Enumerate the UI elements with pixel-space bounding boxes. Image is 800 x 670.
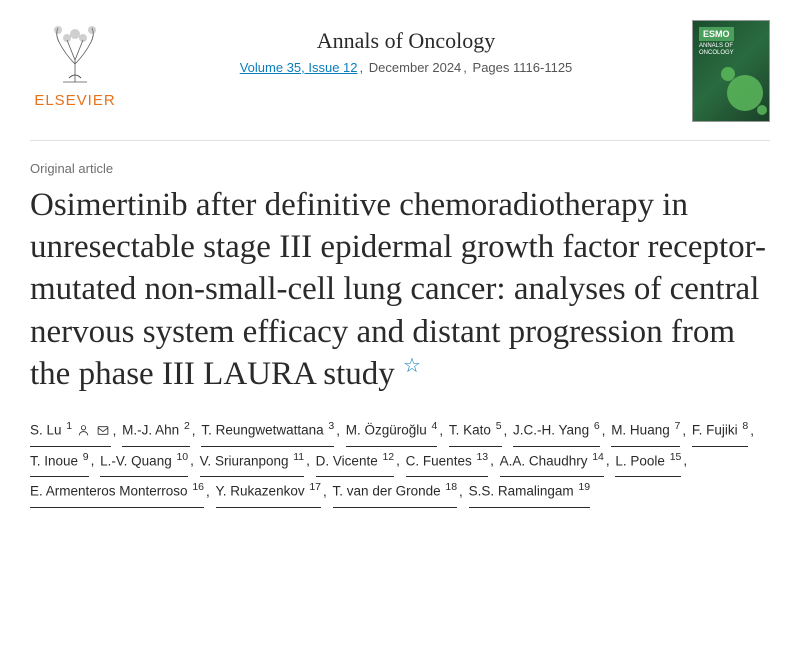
- header-block: ELSEVIER Annals of Oncology Volume 35, I…: [30, 20, 770, 141]
- author-separator: ,: [192, 423, 200, 438]
- publisher-name: ELSEVIER: [34, 92, 115, 109]
- issue-date: December 2024: [369, 60, 462, 75]
- affiliation-ref: 8: [742, 420, 748, 432]
- author-separator: ,: [504, 423, 512, 438]
- affiliation-ref: 5: [496, 420, 502, 432]
- affiliation-ref: 4: [432, 420, 438, 432]
- author-separator: ,: [323, 484, 331, 499]
- cover-title: ANNALS OF ONCOLOGY: [699, 43, 769, 56]
- affiliation-ref: 16: [192, 481, 204, 493]
- volume-line: Volume 35, Issue 12, December 2024, Page…: [120, 60, 692, 75]
- journal-cover[interactable]: ESMO ANNALS OF ONCOLOGY: [692, 20, 770, 122]
- author-link[interactable]: T. Reungwetwattana 3: [201, 417, 334, 446]
- affiliation-ref: 15: [670, 451, 682, 463]
- journal-info: Annals of Oncology Volume 35, Issue 12, …: [120, 20, 692, 75]
- affiliation-ref: 7: [674, 420, 680, 432]
- affiliation-ref: 11: [293, 451, 304, 463]
- footnote-star-icon[interactable]: ☆: [403, 355, 421, 377]
- elsevier-tree-logo: [41, 20, 109, 88]
- author-link[interactable]: Y. Rukazenkov 17: [216, 478, 322, 507]
- author-link[interactable]: A.A. Chaudhry 14: [500, 448, 604, 477]
- volume-issue-link[interactable]: Volume 35, Issue 12: [240, 60, 358, 75]
- mail-icon[interactable]: [96, 424, 110, 437]
- author-separator: ,: [336, 423, 344, 438]
- author-separator: ,: [190, 453, 198, 468]
- author-separator: ,: [683, 453, 687, 468]
- author-link[interactable]: E. Armenteros Monterroso 16: [30, 478, 204, 507]
- article-type: Original article: [30, 161, 770, 176]
- affiliation-ref: 1: [66, 420, 72, 432]
- article-title: Osimertinib after definitive chemoradiot…: [30, 184, 770, 395]
- author-link[interactable]: S.S. Ramalingam 19: [469, 478, 590, 507]
- author-separator: ,: [113, 423, 121, 438]
- author-separator: ,: [439, 423, 447, 438]
- author-separator: ,: [750, 423, 754, 438]
- cover-virus-icon: [727, 75, 763, 111]
- affiliation-ref: 17: [309, 481, 321, 493]
- author-link[interactable]: S. Lu 1: [30, 417, 111, 446]
- title-text: Osimertinib after definitive chemoradiot…: [30, 187, 766, 392]
- author-link[interactable]: V. Sriuranpong 11: [200, 448, 304, 477]
- author-link[interactable]: T. Kato 5: [449, 417, 502, 446]
- author-link[interactable]: F. Fujiki 8: [692, 417, 748, 446]
- author-link[interactable]: T. Inoue 9: [30, 448, 89, 477]
- author-link[interactable]: J.C.-H. Yang 6: [513, 417, 600, 446]
- author-separator: ,: [396, 453, 404, 468]
- publisher-block: ELSEVIER: [30, 20, 120, 109]
- affiliation-ref: 3: [328, 420, 334, 432]
- affiliation-ref: 9: [83, 451, 89, 463]
- author-link[interactable]: T. van der Gronde 18: [333, 478, 458, 507]
- journal-name[interactable]: Annals of Oncology: [120, 28, 692, 54]
- author-link[interactable]: L. Poole 15: [615, 448, 681, 477]
- affiliation-ref: 6: [594, 420, 600, 432]
- author-link[interactable]: D. Vicente 12: [316, 448, 394, 477]
- author-separator: ,: [602, 423, 610, 438]
- affiliation-ref: 2: [184, 420, 190, 432]
- author-link[interactable]: M. Özgüroğlu 4: [346, 417, 438, 446]
- author-link[interactable]: C. Fuentes 13: [406, 448, 488, 477]
- author-separator: ,: [682, 423, 690, 438]
- author-separator: ,: [459, 484, 467, 499]
- pages: Pages 1116-1125: [473, 60, 573, 75]
- affiliation-ref: 19: [578, 481, 590, 493]
- affiliation-ref: 14: [592, 451, 604, 463]
- author-link[interactable]: M.-J. Ahn 2: [122, 417, 190, 446]
- author-link[interactable]: M. Huang 7: [611, 417, 680, 446]
- affiliation-ref: 10: [176, 451, 188, 463]
- author-separator: ,: [91, 453, 99, 468]
- person-icon: [77, 424, 90, 437]
- cover-image: ESMO ANNALS OF ONCOLOGY: [692, 20, 770, 122]
- author-separator: ,: [206, 484, 214, 499]
- author-separator: ,: [490, 453, 498, 468]
- cover-badge: ESMO: [699, 27, 734, 41]
- author-link[interactable]: L.-V. Quang 10: [100, 448, 188, 477]
- affiliation-ref: 12: [382, 451, 394, 463]
- affiliation-ref: 18: [445, 481, 457, 493]
- author-list: S. Lu 1 , M.-J. Ahn 2, T. Reungwetwattan…: [30, 417, 770, 508]
- affiliation-ref: 13: [476, 451, 488, 463]
- author-separator: ,: [306, 453, 314, 468]
- author-separator: ,: [606, 453, 614, 468]
